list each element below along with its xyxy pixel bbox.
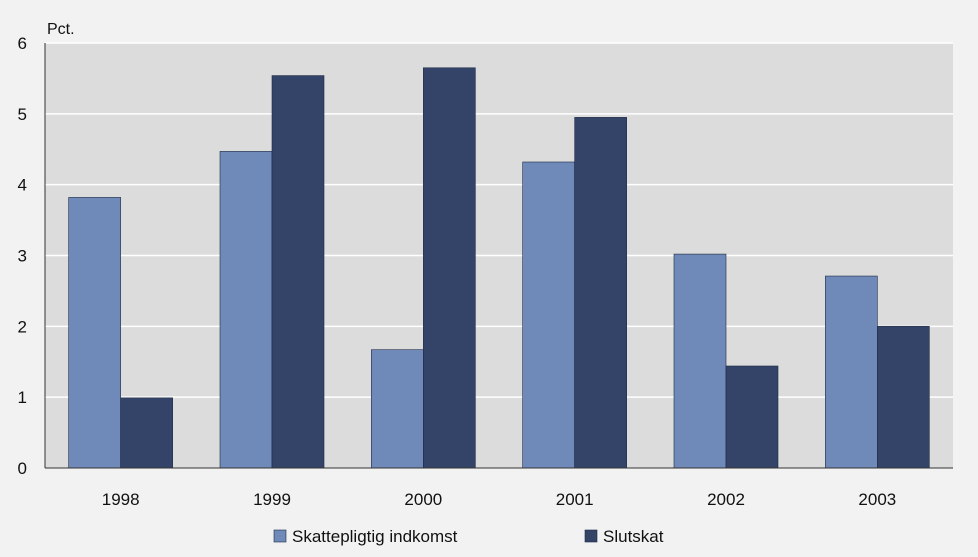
y-tick-label: 4: [18, 176, 27, 195]
bar-skattepligtig-indkomst-1999: [219, 151, 273, 469]
x-tick-label: 2002: [707, 490, 745, 509]
axes: [44, 43, 953, 469]
x-tick-label: 2001: [556, 490, 594, 509]
x-tick-label: 2000: [404, 490, 442, 509]
y-tick-label: 6: [18, 34, 27, 53]
legend: Skattepligtig indkomst Slutskat: [273, 527, 664, 546]
bar-skattepligtig-indkomst-2003: [825, 275, 878, 469]
bar-skattepligtig-indkomst-2002: [673, 253, 727, 469]
y-tick-label: 1: [18, 388, 27, 407]
y-tick-labels: 0 1 2 3 4 5 6: [18, 34, 27, 478]
bar-skattepligtig-indkomst-2001: [522, 161, 575, 469]
y-tick-label: 2: [18, 317, 27, 336]
legend-label: Skattepligtig indkomst: [292, 527, 458, 546]
x-tick-label: 1999: [253, 490, 291, 509]
y-tick-label: 0: [18, 459, 27, 478]
bars: [68, 67, 930, 469]
bar-skattepligtig-indkomst-1998: [68, 197, 121, 469]
y-axis-title: Pct.: [47, 21, 75, 38]
legend-swatch: [584, 529, 598, 543]
y-tick-label: 3: [18, 247, 27, 266]
bar-skattepligtig-indkomst-2000: [371, 349, 424, 469]
grid-lines: [45, 42, 953, 398]
legend-label: Slutskat: [603, 527, 664, 546]
bar-slutskat-1999: [271, 75, 325, 469]
bar-slutskat-2002: [725, 365, 779, 469]
bar-slutskat-2000: [423, 67, 476, 469]
y-tick-label: 5: [18, 105, 27, 124]
x-tick-label: 2003: [858, 490, 896, 509]
bar-slutskat-2001: [574, 117, 627, 469]
bar-slutskat-1998: [120, 397, 173, 469]
bar-slutskat-2003: [877, 326, 930, 469]
legend-swatch: [273, 529, 287, 543]
x-tick-label: 1998: [102, 490, 140, 509]
x-tick-labels: 1998 1999 2000 2001 2002 2003: [102, 490, 896, 509]
